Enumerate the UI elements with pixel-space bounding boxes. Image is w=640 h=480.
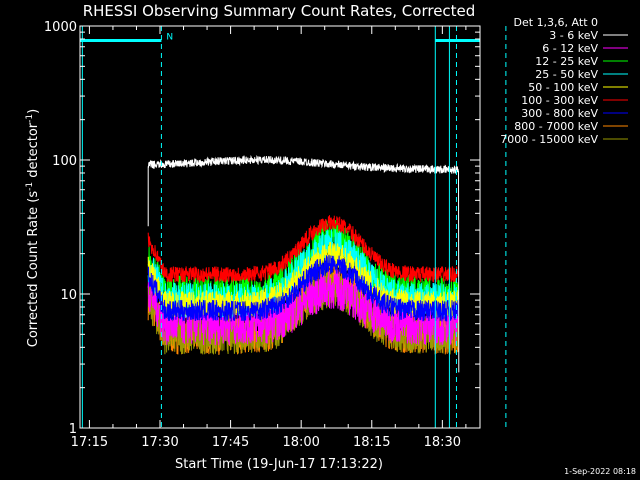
legend-label-5: 100 - 300 keV [521,94,598,107]
y-axis-label-sup1: -1 [25,182,35,191]
x-tick-label-4: 18:15 [353,435,390,450]
series-line-5 [147,215,459,283]
series-line-6 [147,254,459,322]
y-tick-label-2: 100 [52,154,77,169]
legend-label-6: 300 - 800 keV [521,107,598,120]
x-tick-label-0: 17:15 [71,435,108,450]
legend-label-7: 800 - 7000 keV [514,120,598,133]
timestamp: 1-Sep-2022 08:18 [564,467,636,476]
y-axis-label-part2: detector [26,122,41,182]
x-tick-label-3: 18:00 [282,435,319,450]
series-line-0 [147,154,460,373]
x-tick-label-1: 17:30 [141,435,178,450]
x-axis-label: Start Time (19-Jun-17 17:13:22) [175,457,383,472]
legend-label-3: 25 - 50 keV [535,68,598,81]
legend-label-1: 6 - 12 keV [542,42,598,55]
chart-title: RHESSI Observing Summary Count Rates, Co… [83,2,476,20]
x-tick-label-5: 18:30 [424,435,461,450]
flag-marker-label: N [166,32,173,42]
y-axis-label-sup2: -1 [25,114,35,123]
y-tick-label-1: 10 [60,288,77,303]
legend-header: Det 1,3,6, Att 0 [514,16,598,29]
plot-frame [79,25,481,429]
legend-label-8: 7000 - 15000 keV [500,133,598,146]
legend-label-4: 50 - 100 keV [528,81,598,94]
y-tick-label-0: 1 [69,422,77,437]
series-line-1 [147,267,459,346]
x-axis: 17:15 17:30 17:45 18:00 18:15 18:30 [71,26,467,450]
y-axis-label: Corrected Count Rate (s-1 detector-1) [25,109,41,347]
y-tick-label-3: 1000 [44,20,77,35]
data-layer [147,154,460,373]
marker-layer: N [80,26,507,428]
legend-label-0: 3 - 6 keV [549,29,598,42]
y-axis-label-part1: Corrected Count Rate (s [26,191,41,348]
y-axis-label-part3: ) [26,109,41,114]
y-axis: 1 10 100 1000 [44,20,480,437]
x-tick-label-2: 17:45 [212,435,249,450]
legend-label-2: 12 - 25 keV [535,55,598,68]
